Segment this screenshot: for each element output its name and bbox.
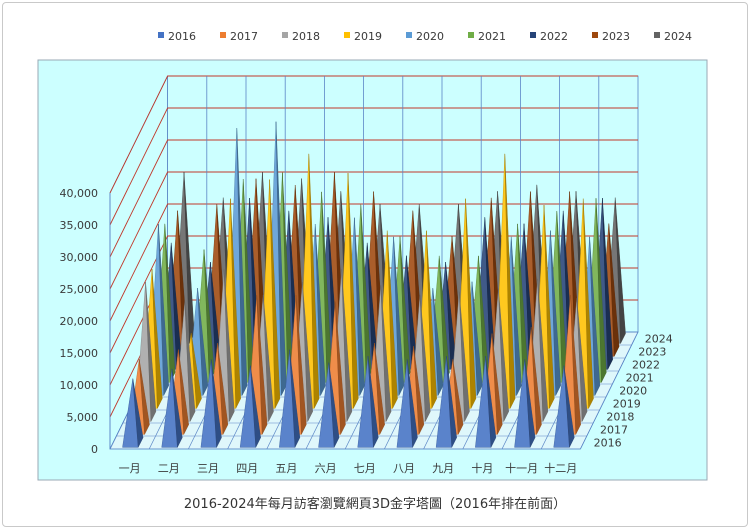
z-tick-label-2019: 2019 — [613, 398, 641, 411]
legend-swatch-2024 — [654, 32, 660, 38]
x-tick-label-10: 十一月 — [505, 461, 538, 475]
legend-swatch-2019 — [344, 32, 350, 38]
z-tick-label-2024: 2024 — [645, 333, 673, 346]
legend-label-2024: 2024 — [664, 30, 692, 43]
pyramid-2016-11 — [553, 365, 575, 449]
pyramid-2016-1 — [161, 368, 183, 449]
x-tick-label-6: 七月 — [354, 462, 376, 475]
x-axis-labels: 一月 二月 三月 四月 五月 六月 七月 八月 九月 十月 十一月 十二月 — [119, 461, 578, 475]
legend-label-2020: 2020 — [416, 30, 444, 43]
pyramid-marks — [122, 121, 626, 449]
legend-swatch-2018 — [282, 32, 288, 38]
x-tick-label-2: 三月 — [197, 462, 219, 475]
y-tick-label-6: 30,000 — [60, 251, 99, 264]
y-axis-labels: 0 5,000 10,000 15,000 20,000 25,000 30,000 35,0… — [60, 187, 99, 456]
legend: 2016 2017 2018 2019 2020 2021 2022 2023 2024 — [158, 30, 692, 43]
z-tick-label-2016: 2016 — [594, 437, 622, 450]
z-tick-label-2017: 2017 — [600, 424, 628, 437]
legend-label-2021: 2021 — [478, 30, 506, 43]
pyramid-2016-7 — [396, 359, 418, 449]
chart-title: 2016-2024年每月訪客瀏覽網頁3D金字塔圖（2016年排在前面） — [184, 496, 566, 512]
legend-label-2022: 2022 — [540, 30, 568, 43]
pyramid-2016-5 — [318, 362, 340, 449]
floor-grid-c12 — [580, 331, 639, 450]
legend-swatch-2020 — [406, 32, 412, 38]
pyramid-2016-10 — [514, 359, 536, 449]
pyramid-2016-8 — [435, 356, 457, 449]
legend-swatch-2021 — [468, 32, 474, 38]
x-tick-label-5: 六月 — [315, 462, 337, 475]
pyramid-2016-6 — [357, 356, 379, 449]
z-tick-label-2023: 2023 — [638, 346, 666, 359]
legend-swatch-2017 — [220, 32, 226, 38]
pyramid-2016-2 — [200, 359, 222, 449]
legend-swatch-2016 — [158, 32, 164, 38]
y-tick-label-3: 15,000 — [60, 347, 99, 360]
legend-label-2017: 2017 — [230, 30, 258, 43]
legend-swatch-2022 — [530, 32, 536, 38]
x-tick-label-9: 十月 — [471, 461, 493, 475]
pyramid-2016-4 — [279, 349, 301, 449]
y-tick-label-8: 40,000 — [60, 187, 99, 200]
x-tick-label-8: 九月 — [432, 462, 454, 475]
y-tick-label-2: 10,000 — [60, 379, 99, 392]
y-tick-label-0: 0 — [91, 443, 98, 456]
x-tick-label-3: 四月 — [236, 462, 258, 475]
y-tick-label-7: 35,000 — [60, 219, 99, 232]
legend-label-2019: 2019 — [354, 30, 382, 43]
z-tick-label-2021: 2021 — [626, 372, 654, 385]
z-tick-label-2018: 2018 — [606, 411, 634, 424]
pyramid-2016-9 — [475, 356, 497, 449]
pyramid-2016-3 — [239, 365, 261, 449]
x-tick-label-7: 八月 — [393, 462, 415, 475]
legend-label-2023: 2023 — [602, 30, 630, 43]
x-tick-label-0: 一月 — [119, 462, 141, 475]
y-tick-label-1: 5,000 — [67, 411, 99, 424]
z-tick-label-2022: 2022 — [632, 359, 660, 372]
legend-swatch-2023 — [592, 32, 598, 38]
pyramid-2016-0 — [122, 378, 144, 449]
x-tick-label-4: 五月 — [275, 462, 297, 475]
z-tick-label-2020: 2020 — [619, 385, 647, 398]
x-tick-label-1: 二月 — [158, 462, 180, 475]
y-tick-label-4: 20,000 — [60, 315, 99, 328]
y-tick-label-5: 25,000 — [60, 283, 99, 296]
legend-label-2016: 2016 — [168, 30, 196, 43]
x-tick-label-11: 十二月 — [544, 461, 577, 475]
legend-label-2018: 2018 — [292, 30, 320, 43]
